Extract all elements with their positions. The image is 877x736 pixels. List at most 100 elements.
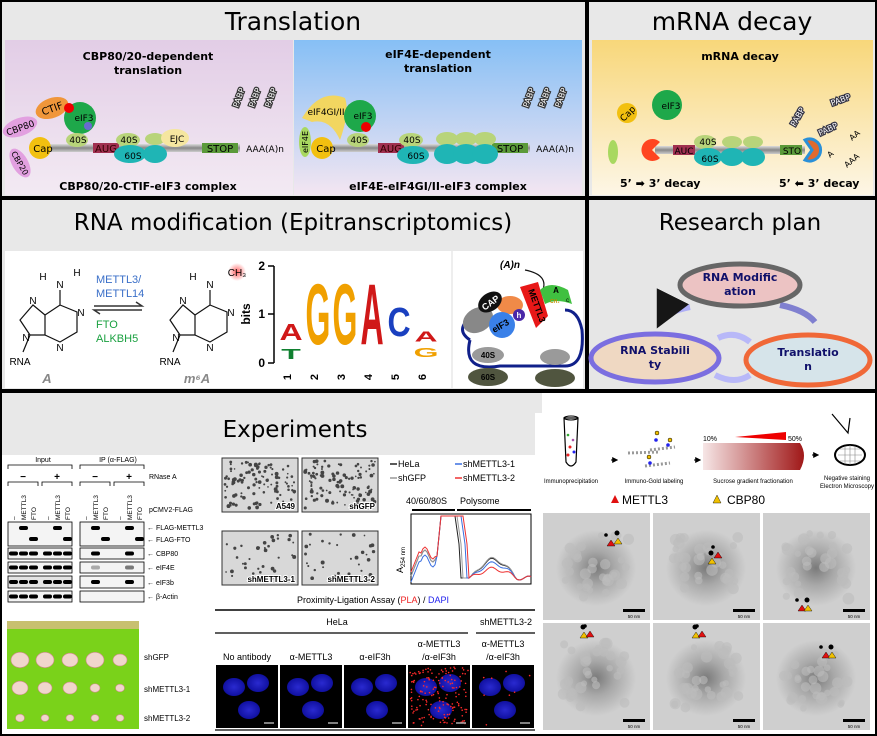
modification-title: RNA modification (Epitranscriptomics) <box>74 210 513 236</box>
atom-label: N <box>56 280 63 291</box>
blot-band <box>53 594 62 599</box>
colony <box>253 462 258 467</box>
colony <box>310 481 313 484</box>
blot-band <box>125 565 134 570</box>
colony <box>353 507 356 509</box>
gold-particle <box>795 598 799 602</box>
atom-label: CH₃ <box>228 268 247 279</box>
nucleus <box>479 678 501 696</box>
pla-signal <box>422 671 424 674</box>
colony <box>339 580 342 583</box>
pla-signal <box>425 699 427 702</box>
colony <box>262 475 265 478</box>
colony <box>224 489 227 492</box>
polya-label: AAA(A)n <box>536 145 574 155</box>
colony <box>269 463 273 467</box>
nucleoside-label: m⁶A <box>184 371 210 386</box>
colony <box>350 476 354 480</box>
h-label: h <box>517 311 522 320</box>
colony <box>243 562 247 566</box>
colony <box>354 475 357 478</box>
node-label: Translatio <box>777 346 839 359</box>
gold-particle <box>828 644 834 650</box>
colony <box>263 469 267 473</box>
rnase-sign: + <box>54 472 60 483</box>
colony <box>350 505 354 509</box>
cycle-arrow <box>656 288 691 329</box>
lane-label: METTL3 <box>127 495 134 520</box>
pla-signal <box>433 686 436 689</box>
pla-signal <box>442 719 444 721</box>
rnase-label: RNase A <box>149 474 177 481</box>
aug-label: AUG <box>380 144 402 155</box>
pla-signal <box>420 724 423 727</box>
colony <box>366 557 371 562</box>
colony <box>322 566 325 569</box>
logo-letter-G: G <box>306 266 331 363</box>
cbp-title-line2: translation <box>114 64 182 77</box>
tumor-row-label: shMETTL3-2 <box>144 714 191 723</box>
pla-signal <box>464 682 467 685</box>
ejc-complex <box>161 129 189 147</box>
pla-signal <box>513 691 516 693</box>
band-label: ← CBP80 <box>147 551 178 558</box>
colony <box>320 470 325 475</box>
stop-codon <box>492 143 528 153</box>
pla-signal <box>432 693 435 696</box>
pla-signal <box>453 720 455 722</box>
colony <box>342 473 347 477</box>
gold-particle <box>819 645 823 649</box>
blot-membrane <box>79 590 145 603</box>
lane-label: METTL3 <box>93 495 100 520</box>
blot-band <box>125 551 134 556</box>
colony <box>240 492 243 495</box>
colony <box>362 505 366 509</box>
colony <box>244 566 247 570</box>
pla-signal <box>444 717 447 719</box>
blot-band <box>43 594 52 599</box>
node-rna-modification: RNA Modific ation <box>677 261 803 309</box>
colony <box>240 495 243 498</box>
pla-signal <box>451 707 454 709</box>
mettl3-protein <box>520 282 548 328</box>
pla-signal <box>437 692 440 695</box>
xenograft-tumor-photo: shGFP shMETTL3-1 shMETTL3-2 <box>7 621 191 729</box>
pla-signal <box>444 679 447 682</box>
40s-subunit <box>66 133 88 147</box>
pla-column-label: /α-eIF3h <box>422 652 456 662</box>
pla-signal <box>451 722 453 725</box>
gold-particle <box>695 624 699 628</box>
fraction-label-polysome: Polysome <box>460 496 500 506</box>
legend-label: HeLa <box>398 459 420 469</box>
pla-signal <box>416 706 418 709</box>
colony <box>275 490 279 494</box>
cbp80-marker <box>827 651 837 659</box>
pla-signal <box>508 694 511 696</box>
colony <box>359 507 362 510</box>
pla-signal <box>430 716 432 719</box>
tumor <box>62 681 78 695</box>
mettl3-marker <box>606 539 616 547</box>
erasers-label-2: ALKBH5 <box>96 333 138 345</box>
cbp80-marker <box>579 631 589 639</box>
nucleus <box>503 674 525 692</box>
colony <box>266 478 269 481</box>
colony <box>270 566 275 571</box>
colony <box>328 478 332 482</box>
pla-signal <box>445 697 447 699</box>
colony <box>274 471 279 476</box>
blot-band <box>43 580 52 584</box>
colony <box>331 472 335 476</box>
plan-title: Research plan <box>659 210 821 236</box>
colony <box>289 498 293 501</box>
xrn1-exonuclease <box>641 139 660 161</box>
writers-label-2: METTL14 <box>96 288 144 300</box>
eif3h-subunit <box>513 309 525 321</box>
blot-membrane <box>79 561 145 574</box>
colony <box>231 574 234 578</box>
aug-label: AUG <box>95 144 117 155</box>
pla-signal <box>451 686 454 689</box>
colony <box>352 486 357 490</box>
atom-label: N <box>172 333 179 344</box>
